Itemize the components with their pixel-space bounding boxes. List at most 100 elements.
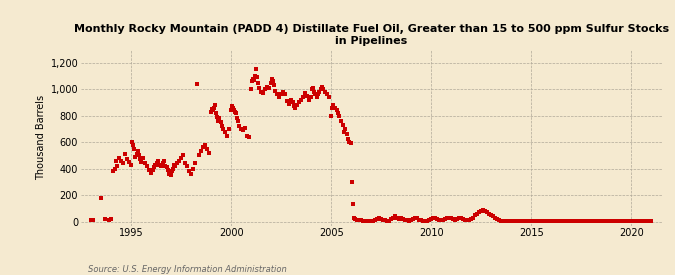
Point (424, 218, 435, 222)
Point (150, 163, 161, 167)
Point (364, 219, 375, 223)
Point (266, 80, 277, 85)
Point (292, 103, 302, 107)
Point (472, 211, 483, 216)
Point (570, 219, 580, 223)
Point (148, 165, 159, 169)
Point (290, 106, 300, 110)
Point (370, 218, 381, 222)
Point (211, 111, 221, 115)
Point (322, 92, 333, 97)
Point (502, 219, 513, 223)
Point (165, 173, 176, 177)
Point (504, 219, 515, 223)
Point (486, 213, 497, 217)
Point (542, 219, 553, 223)
Point (347, 180, 358, 184)
Point (346, 141, 356, 146)
Point (213, 119, 223, 123)
Point (281, 99, 292, 103)
Point (214, 116, 225, 120)
Point (406, 218, 416, 222)
Point (538, 219, 549, 223)
Point (594, 219, 605, 223)
Point (250, 67, 261, 72)
Point (462, 218, 472, 222)
Point (546, 219, 557, 223)
Point (396, 216, 406, 221)
Point (104, 218, 115, 222)
Point (326, 114, 337, 118)
Point (390, 214, 401, 218)
Point (182, 164, 192, 168)
Point (242, 133, 252, 138)
Point (388, 215, 399, 220)
Point (115, 158, 126, 163)
Point (610, 219, 621, 223)
Point (376, 217, 387, 221)
Point (550, 219, 561, 223)
Point (398, 217, 408, 221)
Point (202, 147, 213, 151)
Point (342, 132, 352, 136)
Point (384, 219, 395, 223)
Point (404, 219, 414, 223)
Point (428, 215, 439, 220)
Point (432, 217, 443, 221)
Point (333, 111, 344, 115)
Point (188, 166, 198, 171)
Title: Monthly Rocky Mountain (PADD 4) Distillate Fuel Oil, Greater than 15 to 500 ppm : Monthly Rocky Mountain (PADD 4) Distilla… (74, 24, 669, 46)
Y-axis label: Thousand Barrels: Thousand Barrels (36, 95, 47, 180)
Point (314, 90, 325, 94)
Point (109, 166, 120, 171)
Point (128, 142, 138, 147)
Point (464, 218, 475, 222)
Point (374, 215, 385, 220)
Point (526, 219, 537, 223)
Point (474, 210, 485, 214)
Point (440, 217, 451, 221)
Point (264, 86, 275, 90)
Point (480, 209, 491, 213)
Point (482, 210, 493, 214)
Point (274, 95, 285, 99)
Point (247, 79, 258, 83)
Point (394, 217, 405, 221)
Point (368, 219, 379, 223)
Point (414, 217, 425, 222)
Point (180, 161, 190, 166)
Point (220, 129, 231, 134)
Point (366, 219, 377, 223)
Point (506, 219, 517, 223)
Point (338, 123, 348, 127)
Point (227, 104, 238, 109)
Point (450, 217, 461, 222)
Point (208, 108, 219, 112)
Point (444, 215, 455, 220)
Point (105, 217, 116, 221)
Point (534, 219, 545, 223)
Point (140, 161, 151, 166)
Point (310, 92, 321, 97)
Point (160, 164, 171, 168)
Text: Source: U.S. Energy Information Administration: Source: U.S. Energy Information Administ… (88, 265, 286, 274)
Point (448, 217, 459, 221)
Point (288, 100, 298, 104)
Point (400, 217, 410, 222)
Point (200, 142, 211, 147)
Point (260, 87, 271, 91)
Point (313, 92, 323, 97)
Point (334, 114, 345, 118)
Point (316, 87, 327, 91)
Point (234, 124, 244, 128)
Point (217, 124, 227, 128)
Point (446, 216, 457, 221)
Point (352, 218, 362, 222)
Point (184, 169, 194, 174)
Point (204, 150, 215, 155)
Point (209, 106, 219, 110)
Point (340, 127, 350, 131)
Point (582, 219, 593, 223)
Point (244, 135, 254, 139)
Point (558, 219, 569, 223)
